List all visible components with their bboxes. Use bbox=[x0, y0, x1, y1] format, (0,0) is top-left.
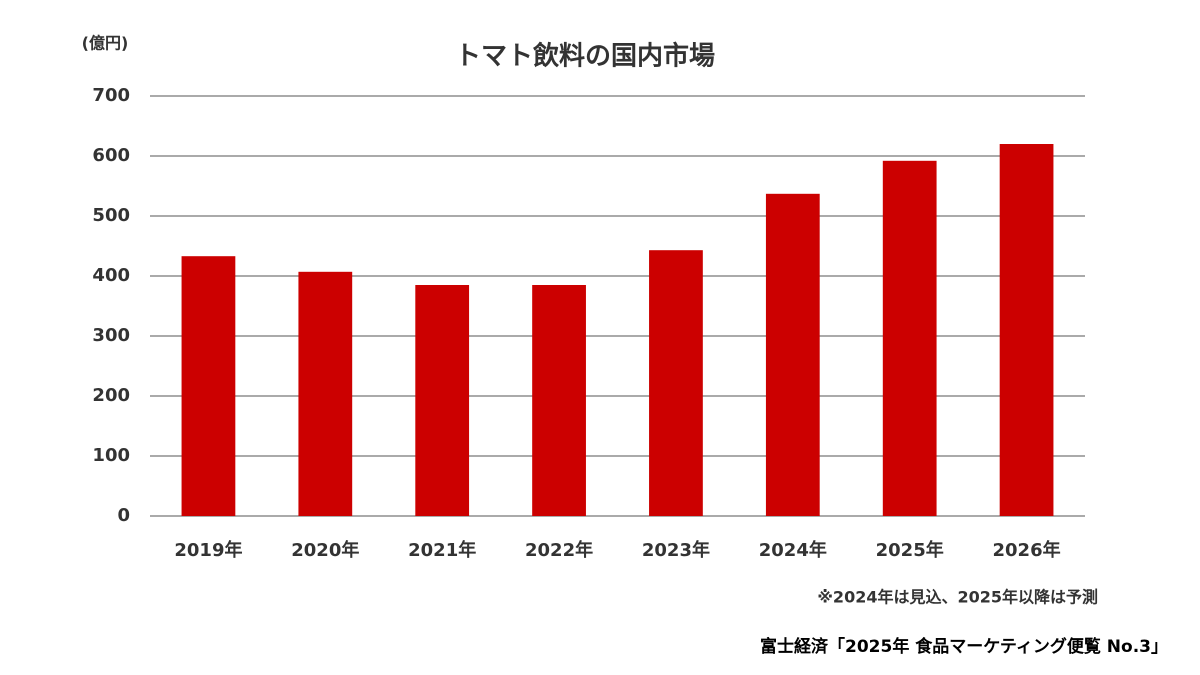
y-tick-label: 100 bbox=[92, 445, 130, 466]
y-tick-label: 300 bbox=[92, 325, 130, 346]
x-tick-label: 2025年 bbox=[876, 539, 944, 561]
x-tick-label: 2022年 bbox=[525, 539, 593, 561]
x-tick-label: 2026年 bbox=[993, 539, 1061, 561]
x-tick-label: 2019年 bbox=[174, 539, 242, 561]
y-tick-label: 0 bbox=[117, 505, 130, 526]
bar bbox=[298, 271, 353, 516]
x-tick-label: 2023年 bbox=[642, 539, 710, 561]
bar bbox=[181, 256, 236, 516]
bar bbox=[999, 144, 1054, 516]
x-tick-label: 2020年 bbox=[291, 539, 359, 561]
note: ※2024年は見込、2025年以降は予測 bbox=[817, 588, 1098, 607]
y-tick-label: 700 bbox=[92, 85, 130, 106]
bar bbox=[415, 285, 470, 516]
y-tick-label: 500 bbox=[92, 205, 130, 226]
y-unit: (億円) bbox=[82, 34, 129, 53]
bar bbox=[882, 160, 937, 517]
bar bbox=[532, 285, 586, 516]
source: 富士経済「2025年 食品マーケティング便覧 No.3」 bbox=[760, 636, 1168, 657]
chart-title: トマト飲料の国内市場 bbox=[455, 41, 715, 72]
bar bbox=[765, 193, 820, 517]
x-tick-label: 2024年 bbox=[759, 539, 827, 561]
y-tick-label: 200 bbox=[92, 385, 130, 406]
y-tick-label: 400 bbox=[92, 265, 130, 286]
x-tick-label: 2021年 bbox=[408, 539, 476, 561]
bar bbox=[649, 250, 703, 516]
y-tick-label: 600 bbox=[92, 145, 130, 166]
